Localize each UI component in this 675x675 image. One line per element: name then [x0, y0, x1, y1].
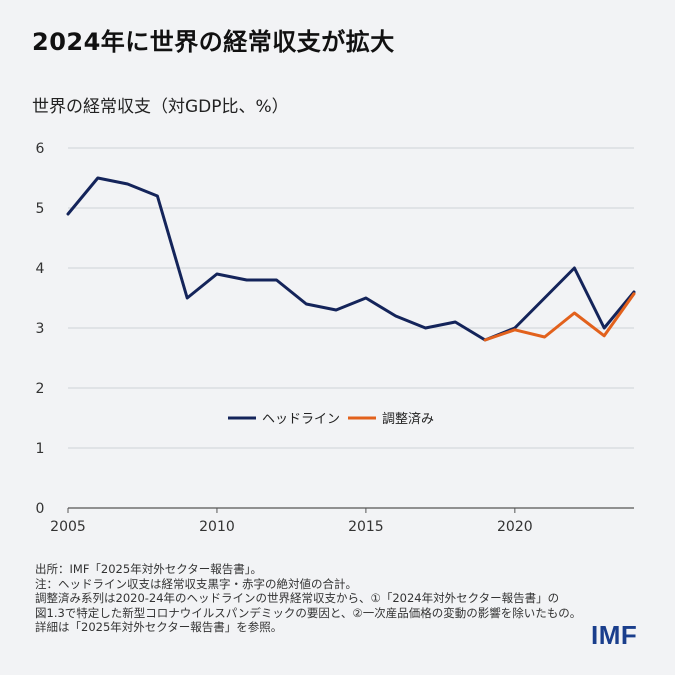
footnote-source: 出所：IMF「2025年対外セクター報告書」。 [35, 562, 262, 576]
legend-item-headline-label: ヘッドライン [262, 412, 340, 427]
chart-title: 2024年に世界の経常収支が拡大 [32, 28, 395, 56]
footnote-detail-1: 調整済み系列は2020-24年のヘッドラインの世界経常収支から、①「2024年対… [35, 591, 560, 605]
x-tick-label: 2010 [199, 519, 235, 535]
footnotes: 出所：IMF「2025年対外セクター報告書」。 注：ヘッドライン収支は経常収支黒… [35, 562, 665, 635]
x-tick-label: 2015 [348, 519, 384, 535]
y-tick-label: 5 [36, 201, 45, 217]
line-chart: 0 1 2 3 4 5 6 2005 2010 2015 2020 ヘッドライン 調整済み [36, 141, 636, 535]
legend-item-adjusted-label: 調整済み [382, 411, 434, 427]
x-tick-label: 2020 [497, 519, 533, 535]
data-series [66, 176, 636, 342]
footnote-note: 注：ヘッドライン収支は経常収支黒字・赤字の絶対値の合計。 [35, 576, 357, 591]
y-tick-label: 4 [36, 261, 45, 277]
y-tick-label: 3 [36, 321, 45, 337]
legend: ヘッドライン 調整済み [228, 411, 434, 427]
series-line-headline [66, 176, 636, 342]
y-tick-label: 0 [36, 501, 45, 517]
y-axis-label: 世界の経常収支（対GDP比、%） [32, 97, 289, 117]
imf-logo: IMF [591, 620, 638, 650]
series-line-adjusted [483, 292, 636, 342]
y-tick-label: 2 [36, 381, 45, 397]
y-tick-label: 1 [36, 441, 45, 457]
footnote-reference: 詳細は「2025年対外セクター報告書」を参照。 [35, 620, 283, 634]
x-tick-labels: 2005 2010 2015 2020 [50, 508, 533, 535]
x-tick-label: 2005 [50, 519, 86, 535]
gridlines [68, 147, 634, 509]
footnote-detail-2: 図1.3で特定した新型コロナウイルスパンデミックの要因と、②一次産品価格の変動の… [35, 605, 582, 620]
y-tick-labels: 0 1 2 3 4 5 6 [36, 141, 45, 517]
y-tick-label: 6 [36, 141, 45, 157]
